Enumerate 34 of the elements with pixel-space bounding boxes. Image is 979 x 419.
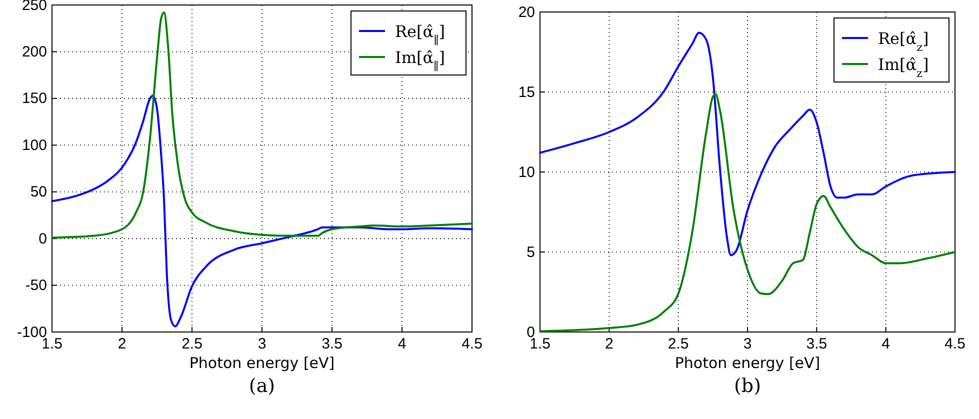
x-tick-label: 3 [258, 336, 266, 353]
y-tick-label: 10 [518, 164, 535, 181]
legend-label: Re[α̂$_{∥}$] [395, 22, 445, 46]
x-tick-label: 4.5 [944, 336, 966, 353]
x-tick-label: 2.5 [182, 336, 202, 353]
line-series [539, 93, 956, 332]
y-tick-label: 20 [518, 4, 535, 21]
x-tick-label: 3 [743, 336, 752, 353]
legend-label: Re[α̂$_{z}$] [878, 29, 929, 54]
x-tick-label: 2.5 [668, 336, 689, 353]
x-tick-label: 4 [398, 336, 406, 353]
x-tick-label: 2 [604, 336, 614, 353]
x-tick-label: 2 [118, 336, 126, 353]
x-tick-label: 4.5 [462, 336, 482, 353]
x-axis-title: Photon energy [eV] [189, 354, 335, 372]
line-series [539, 32, 956, 256]
x-axis-title: Photon energy [eV] [674, 354, 820, 372]
y-tick-label: 0 [38, 230, 47, 248]
y-tick-label: 200 [22, 44, 47, 61]
x-tick-label: 3.5 [322, 336, 342, 353]
line-series [51, 94, 473, 328]
y-tick-label: 15 [518, 84, 535, 101]
x-tick-label: 3.5 [806, 336, 828, 353]
y-tick-label: 50 [30, 184, 47, 201]
y-tick-label: 5 [526, 244, 535, 261]
x-tick-label: 4 [882, 336, 890, 353]
legend-label: Im[α̂$_{z}$] [878, 55, 929, 80]
text: (b) [734, 375, 761, 397]
y-tick-label: 150 [22, 90, 47, 108]
line-series [51, 11, 473, 239]
legend-label: Im[α̂$_{∥}$] [395, 48, 445, 72]
y-tick-label: -50 [25, 277, 47, 294]
text: (a) [248, 375, 276, 397]
y-tick-label: 100 [22, 136, 47, 154]
